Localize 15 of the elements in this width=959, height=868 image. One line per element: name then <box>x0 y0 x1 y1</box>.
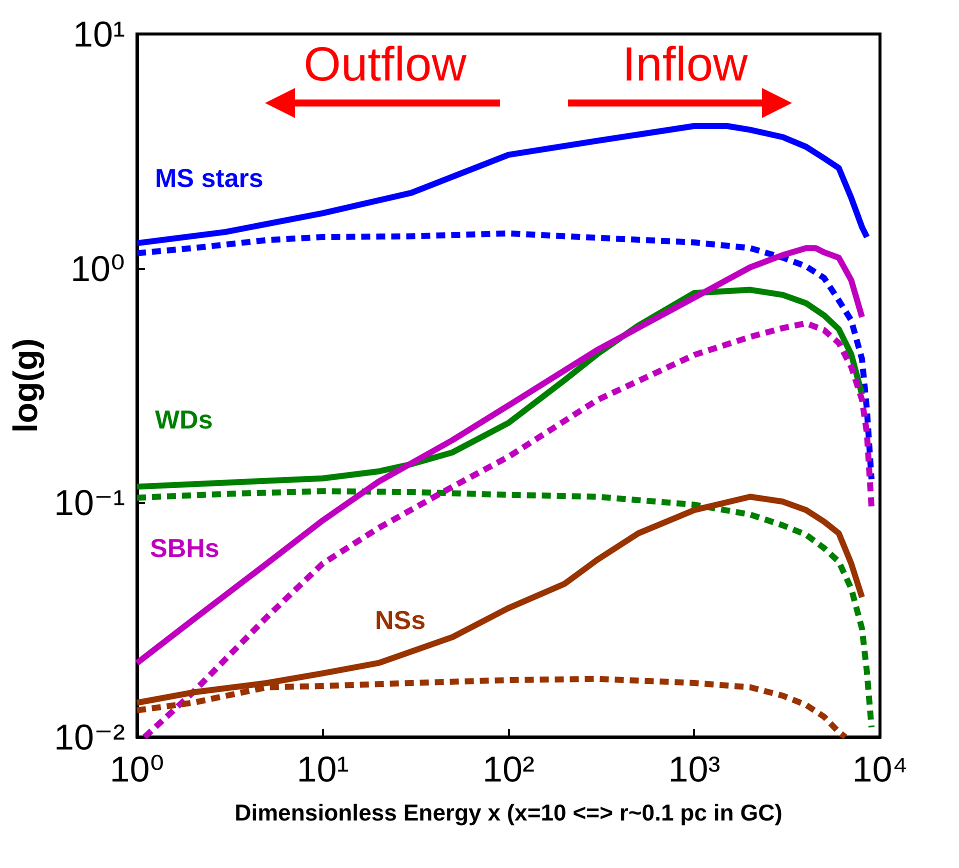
x-tick-label: 10² <box>482 748 535 790</box>
y-tick-label: 10⁻¹ <box>54 482 125 524</box>
x-tick-label: 10¹ <box>296 748 349 790</box>
annotation: Outflow <box>304 38 467 92</box>
x-axis-title: Dimensionless Energy x (x=10 <=> r~0.1 pc in GC) <box>234 800 782 826</box>
x-tick-label: 10⁴ <box>852 748 908 790</box>
series-label: WDs <box>155 404 213 435</box>
annotation: Inflow <box>622 38 748 92</box>
y-tick-label: 10¹ <box>72 14 126 54</box>
y-tick-label: 10⁰ <box>70 248 125 289</box>
series-label: MS stars <box>155 163 264 194</box>
y-axis-title: log(g) <box>7 338 46 433</box>
series-label: NSs <box>375 604 426 635</box>
series-label: SBHs <box>150 532 220 563</box>
x-tick-label: 10³ <box>668 748 720 790</box>
